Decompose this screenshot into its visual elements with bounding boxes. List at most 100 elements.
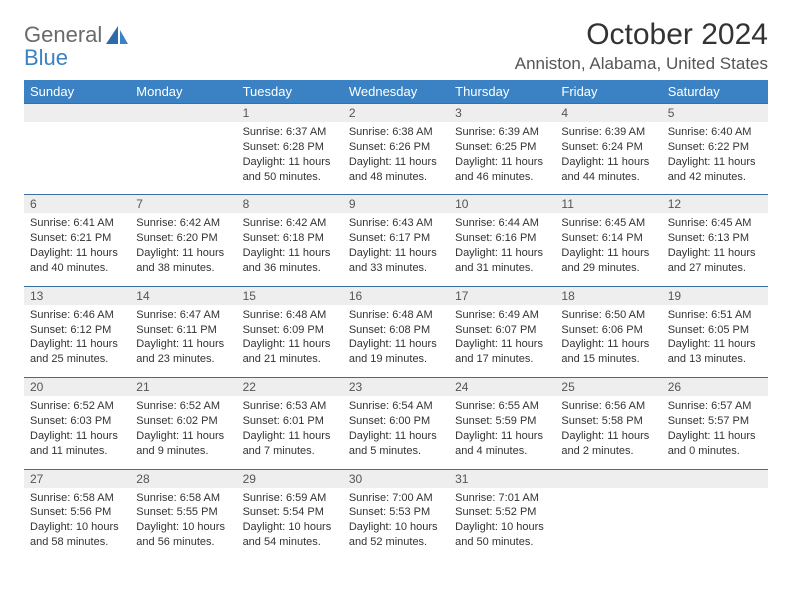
day-data-row: Sunrise: 6:52 AMSunset: 6:03 PMDaylight:… <box>24 396 768 469</box>
day-cell-line: Sunset: 6:13 PM <box>668 231 762 246</box>
day-cell: Sunrise: 6:47 AMSunset: 6:11 PMDaylight:… <box>130 305 236 378</box>
day-cell-line: Daylight: 11 hours <box>243 155 337 170</box>
day-number: 24 <box>449 378 555 397</box>
day-cell-line: Daylight: 11 hours <box>455 155 549 170</box>
day-number <box>555 469 661 488</box>
day-cell <box>662 488 768 560</box>
day-cell-line: and 7 minutes. <box>243 444 337 459</box>
day-cell-line: and 23 minutes. <box>136 352 230 367</box>
day-number: 8 <box>237 195 343 214</box>
day-cell: Sunrise: 6:41 AMSunset: 6:21 PMDaylight:… <box>24 213 130 286</box>
day-cell <box>555 488 661 560</box>
day-cell-line: Sunrise: 7:01 AM <box>455 491 549 506</box>
day-cell-line: Sunset: 6:14 PM <box>561 231 655 246</box>
day-cell: Sunrise: 6:50 AMSunset: 6:06 PMDaylight:… <box>555 305 661 378</box>
day-cell-line: Daylight: 11 hours <box>30 429 124 444</box>
day-cell-line: Sunrise: 6:42 AM <box>243 216 337 231</box>
daynum-row: 20212223242526 <box>24 378 768 397</box>
day-cell-line: Sunrise: 6:47 AM <box>136 308 230 323</box>
day-number <box>662 469 768 488</box>
day-cell: Sunrise: 6:48 AMSunset: 6:09 PMDaylight:… <box>237 305 343 378</box>
day-cell-line: and 4 minutes. <box>455 444 549 459</box>
day-cell-line: Daylight: 11 hours <box>668 429 762 444</box>
day-cell-line: Sunset: 5:58 PM <box>561 414 655 429</box>
day-cell-line: Daylight: 10 hours <box>136 520 230 535</box>
brand-blue: Blue <box>24 45 68 70</box>
day-cell: Sunrise: 6:58 AMSunset: 5:55 PMDaylight:… <box>130 488 236 560</box>
day-cell-line: Sunset: 6:17 PM <box>349 231 443 246</box>
day-number <box>130 104 236 123</box>
daynum-row: 13141516171819 <box>24 286 768 305</box>
day-cell-line: Sunrise: 6:58 AM <box>30 491 124 506</box>
day-cell-line: Sunset: 6:25 PM <box>455 140 549 155</box>
day-cell: Sunrise: 6:51 AMSunset: 6:05 PMDaylight:… <box>662 305 768 378</box>
day-cell-line: and 50 minutes. <box>455 535 549 550</box>
daynum-row: 12345 <box>24 104 768 123</box>
day-cell: Sunrise: 6:42 AMSunset: 6:20 PMDaylight:… <box>130 213 236 286</box>
day-number: 4 <box>555 104 661 123</box>
day-cell-line: Sunset: 6:08 PM <box>349 323 443 338</box>
day-cell-line: Sunrise: 6:39 AM <box>455 125 549 140</box>
day-number: 19 <box>662 286 768 305</box>
day-cell-line: Daylight: 11 hours <box>30 337 124 352</box>
day-cell-line: and 58 minutes. <box>30 535 124 550</box>
day-cell-line: Daylight: 11 hours <box>349 246 443 261</box>
day-cell-line: Sunset: 5:53 PM <box>349 505 443 520</box>
day-cell-line: Sunrise: 6:46 AM <box>30 308 124 323</box>
day-cell: Sunrise: 6:52 AMSunset: 6:03 PMDaylight:… <box>24 396 130 469</box>
day-cell-line: Daylight: 11 hours <box>455 429 549 444</box>
day-cell-line: Sunset: 5:55 PM <box>136 505 230 520</box>
day-cell-line: and 46 minutes. <box>455 170 549 185</box>
day-cell-line: Sunset: 6:03 PM <box>30 414 124 429</box>
title-block: October 2024 Anniston, Alabama, United S… <box>515 18 768 74</box>
day-cell-line: Sunset: 5:59 PM <box>455 414 549 429</box>
day-cell: Sunrise: 6:44 AMSunset: 6:16 PMDaylight:… <box>449 213 555 286</box>
day-cell-line: and 48 minutes. <box>349 170 443 185</box>
day-number: 22 <box>237 378 343 397</box>
day-cell: Sunrise: 7:00 AMSunset: 5:53 PMDaylight:… <box>343 488 449 560</box>
day-cell-line: Sunset: 6:05 PM <box>668 323 762 338</box>
day-cell-line: Sunrise: 6:37 AM <box>243 125 337 140</box>
day-data-row: Sunrise: 6:46 AMSunset: 6:12 PMDaylight:… <box>24 305 768 378</box>
day-cell-line: Sunrise: 6:45 AM <box>561 216 655 231</box>
day-cell-line: and 25 minutes. <box>30 352 124 367</box>
day-cell-line: Sunset: 6:22 PM <box>668 140 762 155</box>
day-cell-line: Daylight: 11 hours <box>136 429 230 444</box>
day-cell-line: Sunrise: 6:40 AM <box>668 125 762 140</box>
day-cell-line: Daylight: 11 hours <box>243 337 337 352</box>
day-cell-line: Sunrise: 6:53 AM <box>243 399 337 414</box>
day-cell: Sunrise: 6:59 AMSunset: 5:54 PMDaylight:… <box>237 488 343 560</box>
day-cell-line: Sunset: 6:18 PM <box>243 231 337 246</box>
day-cell-line: Sunrise: 6:54 AM <box>349 399 443 414</box>
day-cell-line: Sunrise: 6:48 AM <box>243 308 337 323</box>
day-cell-line: Sunrise: 6:51 AM <box>668 308 762 323</box>
day-number: 21 <box>130 378 236 397</box>
day-number: 28 <box>130 469 236 488</box>
day-cell-line: Daylight: 11 hours <box>561 246 655 261</box>
day-cell-line: and 42 minutes. <box>668 170 762 185</box>
day-cell-line: Sunrise: 6:52 AM <box>136 399 230 414</box>
day-cell: Sunrise: 6:48 AMSunset: 6:08 PMDaylight:… <box>343 305 449 378</box>
day-number: 11 <box>555 195 661 214</box>
day-cell-line: Sunrise: 6:56 AM <box>561 399 655 414</box>
day-cell-line: Sunset: 5:56 PM <box>30 505 124 520</box>
day-cell-line: Sunrise: 6:58 AM <box>136 491 230 506</box>
day-number: 5 <box>662 104 768 123</box>
day-cell-line: Daylight: 10 hours <box>30 520 124 535</box>
day-cell-line: Sunset: 6:24 PM <box>561 140 655 155</box>
day-cell: Sunrise: 6:38 AMSunset: 6:26 PMDaylight:… <box>343 122 449 195</box>
day-cell-line: Sunset: 5:52 PM <box>455 505 549 520</box>
day-cell-line: Sunset: 6:21 PM <box>30 231 124 246</box>
day-cell: Sunrise: 7:01 AMSunset: 5:52 PMDaylight:… <box>449 488 555 560</box>
day-cell: Sunrise: 6:39 AMSunset: 6:25 PMDaylight:… <box>449 122 555 195</box>
day-cell-line: Sunrise: 6:39 AM <box>561 125 655 140</box>
day-cell-line: Sunset: 6:06 PM <box>561 323 655 338</box>
day-cell-line: Daylight: 11 hours <box>349 155 443 170</box>
day-number: 7 <box>130 195 236 214</box>
day-cell-line: Sunrise: 6:42 AM <box>136 216 230 231</box>
day-cell-line: and 13 minutes. <box>668 352 762 367</box>
day-header-row: Sunday Monday Tuesday Wednesday Thursday… <box>24 80 768 104</box>
day-cell-line: and 50 minutes. <box>243 170 337 185</box>
day-cell-line: and 29 minutes. <box>561 261 655 276</box>
day-cell-line: and 19 minutes. <box>349 352 443 367</box>
